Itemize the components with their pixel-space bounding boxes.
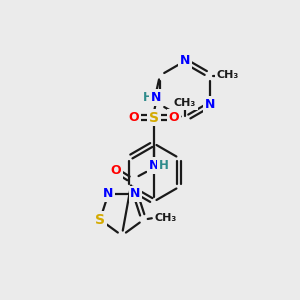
Text: H: H xyxy=(143,91,153,104)
Text: N: N xyxy=(180,55,190,68)
Text: N: N xyxy=(103,188,114,200)
Text: O: O xyxy=(129,111,139,124)
Text: S: S xyxy=(95,213,105,226)
Text: CH₃: CH₃ xyxy=(154,213,177,223)
Text: O: O xyxy=(169,111,179,124)
Text: CH₃: CH₃ xyxy=(174,98,196,108)
Text: N: N xyxy=(149,159,159,172)
Text: N: N xyxy=(151,91,161,104)
Text: N: N xyxy=(130,188,141,200)
Text: H: H xyxy=(159,159,169,172)
Text: S: S xyxy=(149,110,159,124)
Text: CH₃: CH₃ xyxy=(217,70,239,80)
Text: N: N xyxy=(205,98,215,111)
Text: O: O xyxy=(111,164,121,177)
